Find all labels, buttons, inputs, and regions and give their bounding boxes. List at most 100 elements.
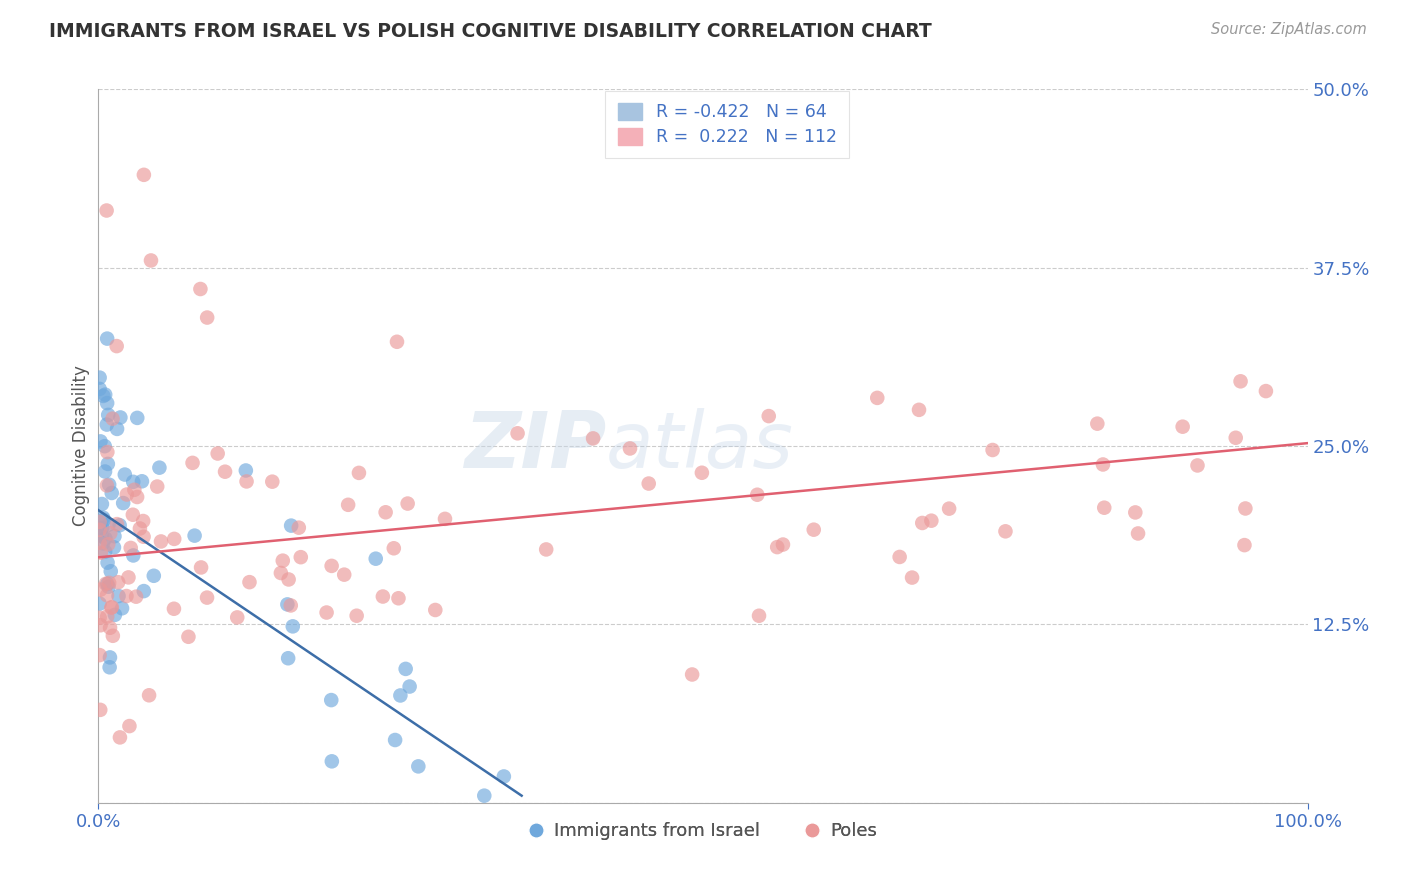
Point	[132, 514, 155, 528]
Point	[90, 618, 112, 632]
Point	[389, 689, 412, 703]
Point	[280, 599, 302, 613]
Point	[101, 411, 124, 425]
Point	[1123, 505, 1146, 519]
Point	[89, 521, 111, 535]
Point	[114, 467, 136, 482]
Point	[101, 600, 124, 615]
Point	[96, 203, 118, 218]
Point	[758, 409, 780, 423]
Point	[803, 523, 825, 537]
Point	[94, 545, 117, 559]
Point	[108, 731, 131, 745]
Point	[238, 575, 260, 590]
Point	[89, 535, 111, 549]
Point	[1187, 458, 1209, 473]
Point	[139, 253, 162, 268]
Point	[101, 629, 124, 643]
Point	[387, 591, 409, 606]
Point	[98, 477, 121, 491]
Point	[96, 417, 118, 432]
Point	[981, 442, 1004, 457]
Point	[506, 426, 529, 441]
Point	[89, 597, 111, 611]
Point	[122, 475, 145, 489]
Point	[271, 554, 294, 568]
Point	[96, 396, 118, 410]
Point	[1092, 500, 1115, 515]
Point	[98, 526, 121, 541]
Point	[121, 508, 143, 522]
Point	[347, 466, 370, 480]
Point	[132, 168, 155, 182]
Point	[107, 575, 129, 590]
Point	[190, 560, 212, 574]
Point	[346, 608, 368, 623]
Point	[181, 456, 204, 470]
Point	[129, 521, 152, 535]
Point	[1225, 431, 1247, 445]
Point	[96, 332, 118, 346]
Point	[96, 478, 118, 492]
Point	[89, 382, 111, 396]
Point	[582, 431, 605, 445]
Point	[98, 621, 121, 635]
Point	[920, 514, 942, 528]
Point	[226, 610, 249, 624]
Y-axis label: Cognitive Disability: Cognitive Disability	[72, 366, 90, 526]
Point	[534, 542, 557, 557]
Point	[889, 549, 911, 564]
Point	[89, 434, 111, 449]
Point	[100, 600, 122, 615]
Point	[214, 465, 236, 479]
Point	[96, 588, 118, 602]
Point	[472, 789, 495, 803]
Point	[195, 591, 218, 605]
Point	[94, 387, 117, 401]
Point	[637, 476, 659, 491]
Point	[97, 517, 120, 532]
Point	[690, 466, 713, 480]
Point	[333, 567, 356, 582]
Point	[104, 607, 127, 622]
Point	[1234, 501, 1257, 516]
Point	[100, 564, 122, 578]
Point	[1171, 419, 1194, 434]
Point	[1233, 538, 1256, 552]
Point	[91, 521, 114, 535]
Point	[115, 487, 138, 501]
Point	[97, 457, 120, 471]
Point	[98, 650, 121, 665]
Point	[374, 505, 396, 519]
Point	[89, 370, 111, 384]
Point	[911, 516, 934, 530]
Point	[93, 513, 115, 527]
Point	[97, 580, 120, 594]
Point	[91, 536, 114, 550]
Point	[90, 546, 112, 560]
Point	[122, 549, 145, 563]
Text: Source: ZipAtlas.com: Source: ZipAtlas.com	[1211, 22, 1367, 37]
Point	[385, 334, 408, 349]
Point	[110, 410, 132, 425]
Point	[177, 630, 200, 644]
Point	[681, 667, 703, 681]
Point	[115, 589, 138, 603]
Point	[89, 703, 111, 717]
Point	[408, 759, 430, 773]
Point	[112, 496, 135, 510]
Point	[262, 475, 284, 489]
Text: IMMIGRANTS FROM ISRAEL VS POLISH COGNITIVE DISABILITY CORRELATION CHART: IMMIGRANTS FROM ISRAEL VS POLISH COGNITI…	[49, 22, 932, 41]
Point	[321, 755, 343, 769]
Point	[96, 577, 118, 591]
Point	[93, 389, 115, 403]
Point	[105, 339, 128, 353]
Point	[433, 512, 456, 526]
Point	[150, 534, 173, 549]
Point	[89, 611, 111, 625]
Point	[1085, 417, 1108, 431]
Point	[118, 719, 141, 733]
Point	[103, 541, 125, 555]
Point	[94, 577, 117, 591]
Point	[425, 603, 447, 617]
